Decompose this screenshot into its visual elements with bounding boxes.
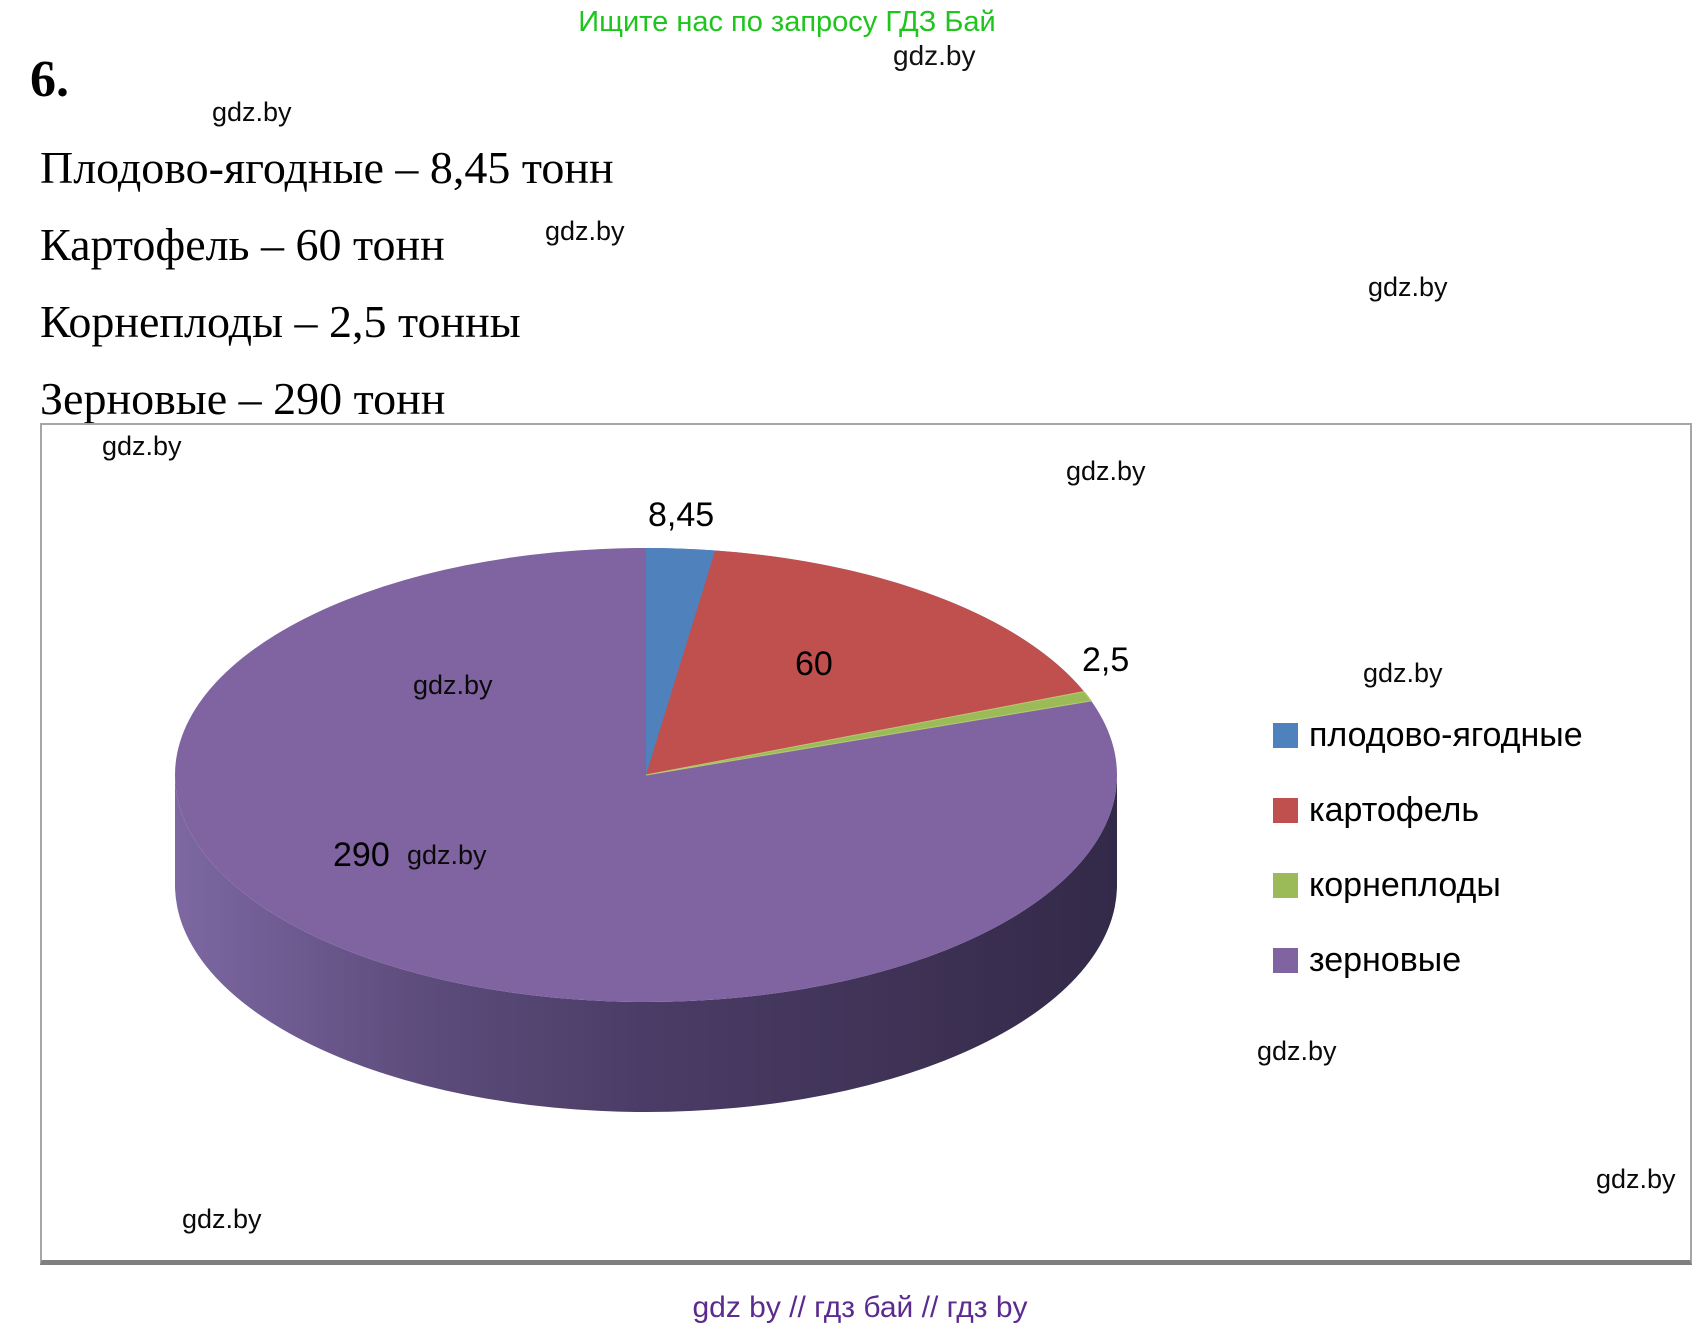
watermark: gdz.by xyxy=(1368,272,1448,302)
legend-item-potato: картофель xyxy=(1273,790,1480,829)
legend-item-root: корнеплоды xyxy=(1273,865,1501,904)
legend-item-grain: зерновые xyxy=(1273,940,1462,979)
legend-label-potato: картофель xyxy=(1309,790,1480,829)
promo-banner: Ищите нас по запросу ГДЗ Бай xyxy=(578,6,996,38)
value-label-grain: 290 xyxy=(333,836,390,874)
statement-line-root: Корнеплоды – 2,5 тонны xyxy=(40,296,521,347)
legend-swatch-potato xyxy=(1273,797,1298,823)
watermark: gdz.by xyxy=(1363,658,1443,688)
value-label-fruit-berry: 8,45 xyxy=(648,496,715,534)
legend-swatch-fruit-berry xyxy=(1273,722,1298,748)
site-label: gdz.by xyxy=(893,40,976,71)
statement-line-grain: Зерновые – 290 тонн xyxy=(40,373,446,424)
legend-swatch-grain xyxy=(1273,947,1298,973)
watermark: gdz.by xyxy=(545,216,625,246)
legend-label-grain: зерновые xyxy=(1309,940,1462,979)
watermark: gdz.by xyxy=(1257,1036,1337,1066)
watermark: gdz.by xyxy=(413,670,493,700)
value-label-potato: 60 xyxy=(795,645,833,683)
chart-frame xyxy=(40,423,1692,1265)
legend-item-fruit-berry: плодово-ягодные xyxy=(1273,715,1583,754)
watermark: gdz.by xyxy=(102,431,182,461)
watermark: gdz.by xyxy=(1596,1164,1676,1194)
legend-swatch-root xyxy=(1273,872,1298,898)
problem-number: 6. xyxy=(30,51,69,108)
footer-site-links: gdz by // гдз бай // гдз by xyxy=(692,1291,1028,1324)
watermark: gdz.by xyxy=(182,1204,262,1234)
watermark: gdz.by xyxy=(1066,456,1146,486)
legend-label-fruit-berry: плодово-ягодные xyxy=(1309,715,1583,754)
watermark: gdz.by xyxy=(212,97,292,127)
statement-line-fruit-berry: Плодово-ягодные – 8,45 тонн xyxy=(40,142,614,193)
statement-line-potato: Картофель – 60 тонн xyxy=(40,219,445,270)
legend-label-root: корнеплоды xyxy=(1309,865,1501,904)
value-label-root: 2,5 xyxy=(1082,641,1130,679)
watermark: gdz.by xyxy=(407,840,487,870)
